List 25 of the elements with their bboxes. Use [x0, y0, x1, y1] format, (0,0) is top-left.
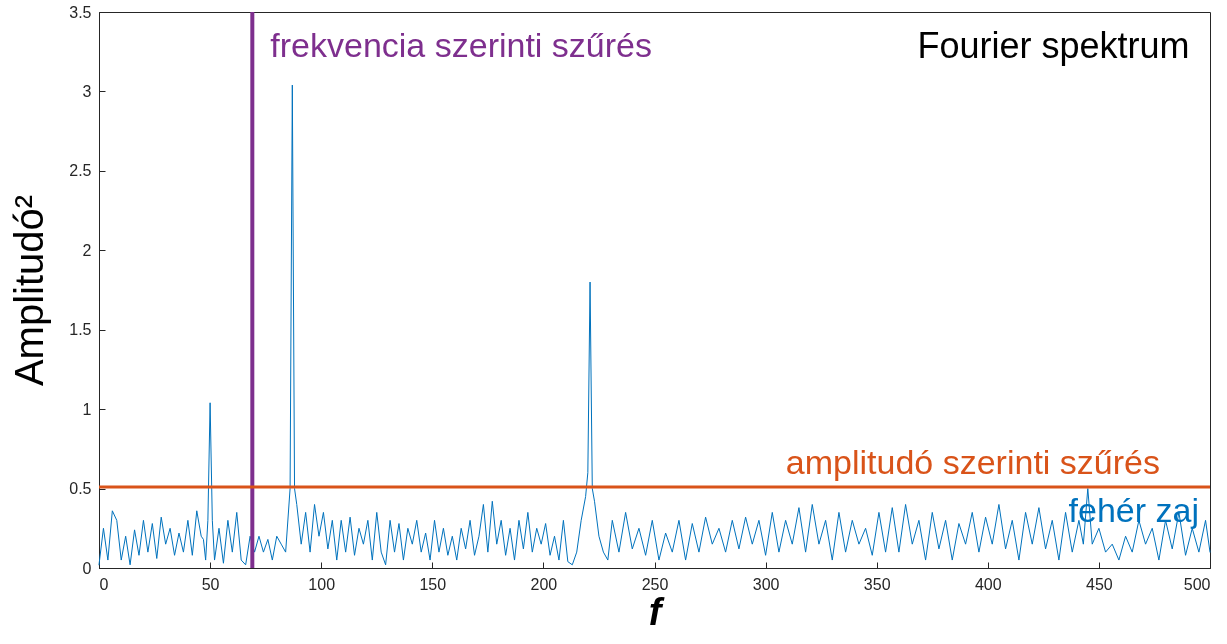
x-tick-label: 400	[974, 575, 1002, 593]
y-tick-label: 1	[82, 400, 92, 418]
x-tick-label: 350	[863, 575, 891, 593]
line-series	[98, 84, 1211, 566]
x-tick-label: 250	[641, 575, 669, 593]
x-tick-label: 300	[752, 575, 780, 593]
y-tick-label: 1.5	[69, 321, 92, 339]
y-tick-label: 3	[82, 82, 92, 100]
x-tick-label: 450	[1086, 575, 1113, 593]
x-tick-label: 50	[201, 575, 220, 593]
ref-line-label: frekvencia szerinti szűrés	[270, 26, 653, 64]
x-tick-label: 500	[1183, 575, 1211, 593]
y-tick-label: 2	[82, 241, 92, 259]
y-tick-label: 0.5	[69, 480, 92, 498]
y-tick-label: 2.5	[69, 162, 92, 180]
x-tick-label: 0	[99, 575, 109, 593]
y-tick-label: 3.5	[69, 3, 92, 21]
x-axis-title: f	[648, 590, 665, 633]
ref-line-label: amplitudó szerinti szűrés	[785, 442, 1160, 481]
x-tick-label: 100	[308, 575, 336, 593]
y-tick-label: 0	[82, 559, 92, 577]
x-tick-label: 150	[419, 575, 447, 593]
y-axis-title: Amplitudó²	[7, 194, 52, 387]
x-tick-label: 200	[530, 575, 558, 593]
chart-title: Fourier spektrum	[917, 25, 1190, 66]
